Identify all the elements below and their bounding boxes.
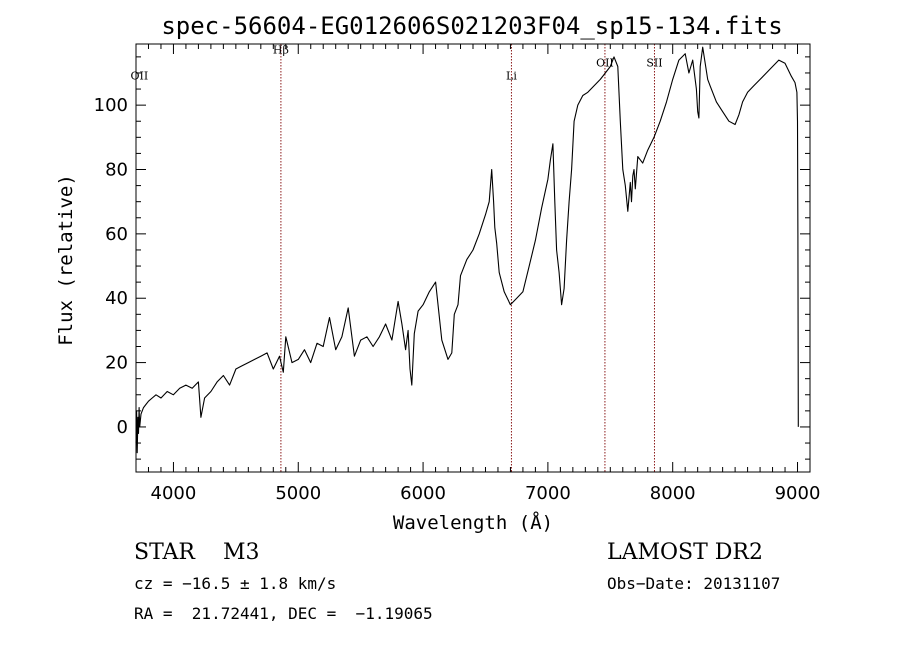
series-layer [135, 46, 799, 454]
spectrum-line [135, 46, 799, 454]
plot-frame [135, 43, 811, 473]
axis-ticks: 4000 5000 6000 7000 8000 9000 0 20 40 60 80 100 [94, 44, 821, 504]
chart-title: spec-56604-EG012606S021203F04_sp15-134.f… [161, 12, 782, 40]
x-tick-label: 4000 [151, 483, 197, 504]
y-tick-label: 0 [117, 417, 128, 438]
y-tick-label: 20 [105, 353, 128, 374]
x-tick-label: 6000 [400, 483, 446, 504]
object-class-text: STAR M3 [134, 540, 260, 565]
spectral-line-label: OII [131, 69, 149, 82]
x-tick-label: 7000 [525, 483, 571, 504]
spectral-line-label: Hβ [273, 44, 289, 57]
coordinates-text: RA = 21.72441, DEC = −1.19065 [134, 604, 433, 623]
y-axis-label: Flux (relative) [55, 174, 77, 346]
spectral-line-label: SII [646, 57, 662, 70]
x-tick-label: 9000 [775, 483, 821, 504]
redshift-text: cz = −16.5 ± 1.8 km/s [134, 574, 336, 593]
obs-date-text: Obs−Date: 20131107 [607, 574, 780, 593]
spectral-line-markers: OII Hβ Li OII SII [131, 44, 663, 472]
y-tick-label: 80 [105, 160, 128, 181]
survey-text: LAMOST DR2 [607, 540, 763, 565]
y-tick-label: 100 [94, 95, 128, 116]
spectral-line-label: Li [506, 69, 517, 82]
y-tick-label: 40 [105, 288, 128, 309]
x-tick-label: 8000 [650, 483, 696, 504]
spectral-line-label: OII [596, 57, 614, 70]
x-axis-label: Wavelength (Å) [393, 511, 553, 534]
y-tick-label: 60 [105, 224, 128, 245]
x-tick-label: 5000 [275, 483, 321, 504]
